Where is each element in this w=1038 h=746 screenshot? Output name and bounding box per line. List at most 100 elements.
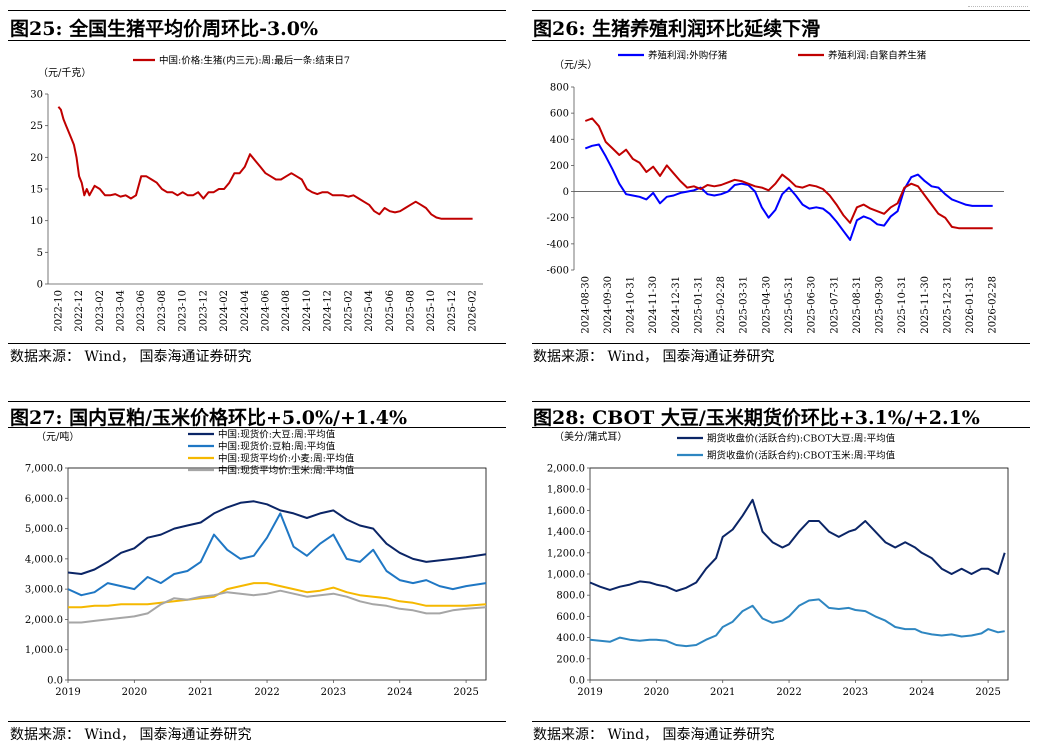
- plot-frame: [589, 467, 1009, 681]
- x-tick-label: 2023-08: [157, 290, 168, 332]
- x-tick-label: 2025-09-30: [875, 276, 886, 334]
- legend-label: 中国:现货平均价:小麦:周:平均值: [218, 453, 355, 465]
- chart-25-svg: （元/千克） 0 5 10 15 20 25 30 2022-10 2022-12 2023-02 2…: [30, 55, 483, 332]
- y-tick-label: 0.0: [569, 676, 585, 687]
- y-tick-label: 0: [563, 187, 569, 198]
- data-source: 数据来源： Wind， 国泰海通证券研究: [533, 727, 775, 743]
- chart-26-svg: （元/头） -600 -400 -200 0 200 400 600 800 2024-08-30…: [547, 50, 1004, 334]
- top-rule: [8, 401, 506, 402]
- x-tick-label: 2024-12-31: [671, 276, 682, 334]
- source-rule: [532, 721, 1030, 722]
- y-tick-label: 15: [30, 185, 43, 196]
- title-rule: [8, 427, 506, 428]
- x-tick-label: 2021: [710, 687, 735, 698]
- x-tick-label: 2022: [776, 687, 801, 698]
- x-tick-label: 2025-12: [447, 290, 458, 332]
- data-source: 数据来源： Wind， 国泰海通证券研究: [10, 727, 252, 743]
- x-tick-label: 2025-06-30: [807, 276, 818, 334]
- x-tick-label: 2025-07-31: [829, 276, 840, 334]
- figure-title: 图26: 生猪养殖利润环比延续下滑: [533, 18, 821, 40]
- legend-label: 期货收盘价(活跃合约):CBOT大豆:周:平均值: [707, 433, 896, 445]
- y-tick-label: 7,000.0: [25, 464, 63, 475]
- x-tick-label: 2023-12: [198, 290, 209, 332]
- legend-label: 养殖利润:自繁自养生猪: [828, 50, 927, 62]
- y-tick-label: 1,200.0: [547, 548, 585, 559]
- x-tick-label: 2022-12: [74, 290, 85, 332]
- x-tick-label: 2025-10-31: [897, 276, 908, 334]
- source-rule: [532, 343, 1030, 344]
- y-unit-label: （元/吨）: [36, 430, 79, 443]
- y-tick-label: 0: [37, 280, 43, 291]
- title-rule: [532, 427, 1030, 428]
- y-tick-label: 600.0: [556, 612, 585, 623]
- x-tick-label: 2025-05-31: [784, 276, 795, 334]
- x-tick-label: 2025-01-31: [693, 276, 704, 334]
- x-tick-label: 2024-09-30: [603, 276, 614, 334]
- x-tick-label: 2024: [909, 687, 934, 698]
- x-tick-label: 2024: [387, 687, 412, 698]
- x-tick-label: 2023: [321, 687, 346, 698]
- x-tick-label: 2025: [453, 687, 478, 698]
- y-tick-label: 1,800.0: [547, 485, 585, 496]
- x-tick-label: 2024-12: [323, 290, 334, 332]
- legend-label: 中国:现货价:大豆:周:平均值: [218, 429, 336, 441]
- y-tick-label: 800.0: [556, 591, 585, 602]
- x-tick-label: 2023-10: [178, 290, 189, 332]
- x-tick-label: 2024-10: [302, 290, 313, 332]
- series-line-3: [68, 582, 487, 609]
- series-line-4: [68, 589, 487, 624]
- y-tick-label: 600: [550, 109, 569, 120]
- y-tick-label: 1,400.0: [547, 527, 585, 538]
- y-tick-label: -200: [547, 213, 569, 224]
- x-tick-label: 2023-02: [95, 290, 106, 332]
- x-tick-label: 2021: [188, 687, 213, 698]
- y-tick-label: 200: [550, 161, 569, 172]
- y-unit-label: （美分/蒲式耳）: [554, 430, 627, 443]
- x-tick-label: 2025-02: [343, 290, 354, 332]
- x-tick-label: 2022: [254, 687, 279, 698]
- y-tick-label: 200.0: [556, 654, 585, 665]
- y-tick-label: 2,000.0: [25, 615, 63, 626]
- x-tick-label: 2025-06: [385, 290, 396, 332]
- legend-label: 中国:现货价:豆粕:周:平均值: [218, 441, 336, 453]
- y-tick-label: 5: [37, 248, 43, 259]
- x-tick-label: 2024-02: [219, 290, 230, 332]
- x-tick-label: 2025-12-31: [942, 276, 953, 334]
- y-tick-label: 30: [30, 90, 43, 101]
- series-line-2: [589, 598, 1005, 648]
- x-tick-label: 2025-04: [364, 290, 375, 332]
- x-tick-label: 2025-03-31: [739, 276, 750, 334]
- x-tick-label: 2026-01-31: [965, 276, 976, 334]
- y-tick-label: 400: [550, 135, 569, 146]
- y-tick-label: 1,600.0: [547, 506, 585, 517]
- y-tick-label: 25: [30, 121, 43, 132]
- y-tick-label: 800: [550, 83, 569, 94]
- x-tick-label: 2025-08: [406, 290, 417, 332]
- title-rule: [532, 40, 1030, 41]
- data-source: 数据来源： Wind， 国泰海通证券研究: [10, 349, 252, 365]
- x-tick-label: 2026-02: [468, 290, 479, 332]
- x-tick-label: 2023: [843, 687, 868, 698]
- x-tick-label: 2022-10: [53, 290, 64, 332]
- x-tick-label: 2024-06: [261, 290, 272, 332]
- x-tick-label: 2025-04-30: [761, 276, 772, 334]
- y-tick-label: -400: [547, 239, 569, 250]
- x-tick-label: 2019: [577, 687, 602, 698]
- y-tick-label: 20: [30, 153, 43, 164]
- x-tick-label: 2020: [644, 687, 669, 698]
- series-line-2: [67, 512, 487, 597]
- y-tick-label: 6,000.0: [25, 494, 63, 505]
- series-line-1: [584, 143, 993, 241]
- y-tick-label: -600: [547, 266, 569, 277]
- series-line-1: [57, 106, 473, 220]
- top-rule: [532, 401, 1030, 402]
- legend-label: 期货收盘价(活跃合约):CBOT玉米:周:平均值: [707, 450, 896, 462]
- x-tick-label: 2024-04: [240, 290, 251, 332]
- plot-frame: [67, 467, 487, 681]
- y-tick-label: 400.0: [556, 633, 585, 644]
- x-tick-label: 2023-06: [136, 290, 147, 332]
- figure-title: 图25: 全国生猪平均价周环比-3.0%: [10, 18, 319, 40]
- y-tick-label: 4,000.0: [25, 554, 63, 565]
- y-tick-label: 5,000.0: [25, 524, 63, 535]
- y-unit-label: （元/头）: [554, 59, 597, 71]
